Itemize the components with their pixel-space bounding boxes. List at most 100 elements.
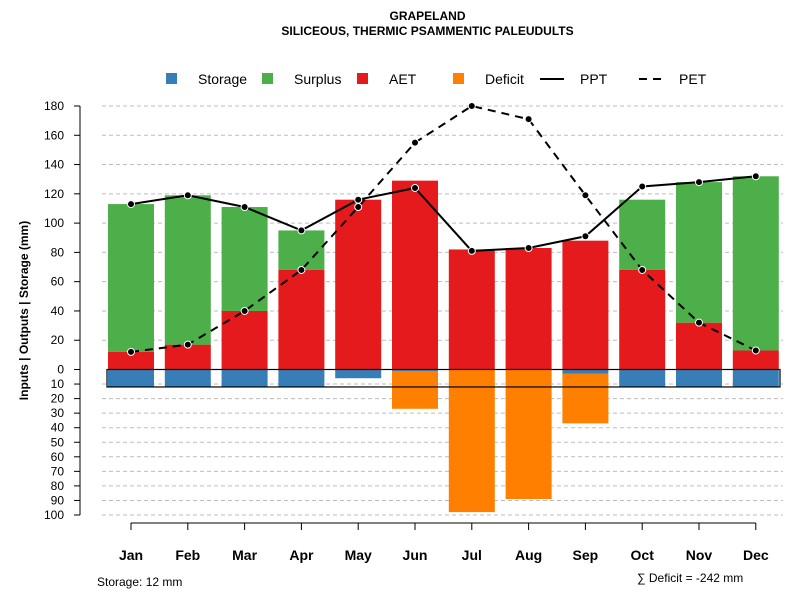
storage-note: Storage: 12 mm [97, 575, 183, 589]
legend-label: AET [389, 71, 417, 87]
storage-bar [335, 369, 382, 379]
y-tick-label: 80 [51, 479, 65, 493]
deficit-note: ∑ Deficit = -242 mm [637, 571, 744, 585]
pet-point [467, 102, 476, 110]
ppt-point [638, 182, 647, 191]
x-tick-label: Oct [631, 547, 655, 563]
pet-point [127, 347, 135, 356]
aet-bar [164, 344, 211, 370]
x-tick-label: Jul [462, 547, 482, 563]
y-tick-label: 100 [44, 508, 64, 522]
storage-bar [619, 369, 666, 387]
x-tick-label: Jun [403, 547, 428, 563]
legend-label: Surplus [294, 71, 341, 87]
aet-bar [335, 199, 382, 370]
pet-point [751, 346, 760, 355]
ppt-point [524, 243, 533, 252]
x-tick-label: Feb [175, 547, 200, 563]
deficit-bar [392, 370, 438, 409]
x-tick-label: Jan [119, 547, 143, 563]
ppt-point [354, 195, 363, 204]
pet-point [638, 265, 647, 274]
y-tick-label: 180 [44, 99, 64, 113]
surplus-bar [278, 230, 325, 270]
legend-swatch [262, 73, 273, 84]
deficit-bar [448, 369, 495, 513]
ppt-point [297, 226, 306, 235]
ppt-point [751, 172, 760, 181]
x-tick-label: Aug [515, 547, 542, 563]
ppt-point [411, 183, 419, 192]
pet-line [130, 104, 757, 353]
surplus-bar [221, 207, 268, 311]
ppt-point [581, 232, 590, 241]
ppt-point [467, 246, 476, 255]
legend-label: PPT [580, 71, 608, 87]
y-tick-label: 140 [44, 158, 64, 172]
x-tick-label: Apr [289, 547, 314, 563]
chart-title: GRAPELAND [389, 9, 466, 23]
surplus-bar [108, 204, 154, 352]
ppt-line [130, 175, 756, 252]
y-tick-label: 60 [51, 450, 65, 464]
y-tick-label: 100 [44, 216, 64, 230]
y-tick-label: 80 [51, 245, 65, 259]
aet-bar [505, 247, 552, 370]
surplus-bar [732, 176, 779, 351]
y-tick-label: 120 [44, 187, 64, 201]
pet-point [354, 203, 363, 212]
pet-point [183, 340, 192, 349]
storage-bar [221, 369, 268, 387]
pet-point [581, 191, 590, 200]
storage-bar [562, 369, 609, 374]
storage-capacity-box [106, 368, 781, 388]
x-tick-label: May [345, 547, 372, 563]
storage-bar [676, 369, 722, 387]
ppt-point [183, 191, 192, 200]
y-axis-label: Inputs | Outputs | Storage (mm) [17, 221, 31, 400]
ppt-point [695, 178, 703, 187]
pet-point [240, 306, 249, 315]
aet-bar [108, 351, 154, 370]
ppt-point [127, 200, 135, 209]
y-tick-label: 20 [51, 333, 65, 347]
storage-bar [732, 369, 779, 387]
y-tick-label: 50 [51, 435, 65, 449]
aet-bar [562, 240, 609, 370]
deficit-bar [562, 373, 609, 424]
y-tick-label: 90 [51, 493, 65, 507]
pet-point [411, 138, 419, 147]
aet-bar [619, 269, 666, 370]
x-tick-label: Nov [686, 547, 713, 563]
aet-bar [278, 269, 325, 370]
legend-swatch [166, 73, 177, 84]
x-tick-label: Mar [232, 547, 257, 563]
y-tick-label: 20 [51, 392, 65, 406]
legend-swatch [453, 73, 464, 84]
surplus-bar [164, 195, 211, 345]
pet-point [695, 318, 703, 327]
x-tick-label: Dec [743, 547, 769, 563]
ppt-point [240, 203, 249, 212]
y-tick-label: 30 [51, 406, 65, 420]
surplus-bar [676, 182, 722, 323]
x-tick-label: Sep [573, 547, 599, 563]
legend-label: PET [679, 71, 707, 87]
chart-subtitle: SILICEOUS, THERMIC PSAMMENTIC PALEUDULTS [281, 24, 574, 38]
pet-point [524, 115, 533, 124]
storage-bar [164, 369, 211, 387]
legend-label: Deficit [485, 71, 524, 87]
surplus-bar [619, 199, 666, 270]
y-tick-label: 70 [51, 464, 65, 478]
aet-bar [732, 350, 779, 370]
y-tick-label: 40 [51, 421, 65, 435]
aet-bar [448, 249, 495, 370]
y-tick-label: 60 [51, 275, 65, 289]
deficit-bar [505, 369, 552, 499]
storage-bar [108, 369, 154, 387]
pet-point [297, 265, 306, 274]
y-tick-label: 0 [57, 363, 64, 377]
y-tick-label: 10 [51, 377, 65, 391]
y-tick-label: 40 [51, 304, 65, 318]
